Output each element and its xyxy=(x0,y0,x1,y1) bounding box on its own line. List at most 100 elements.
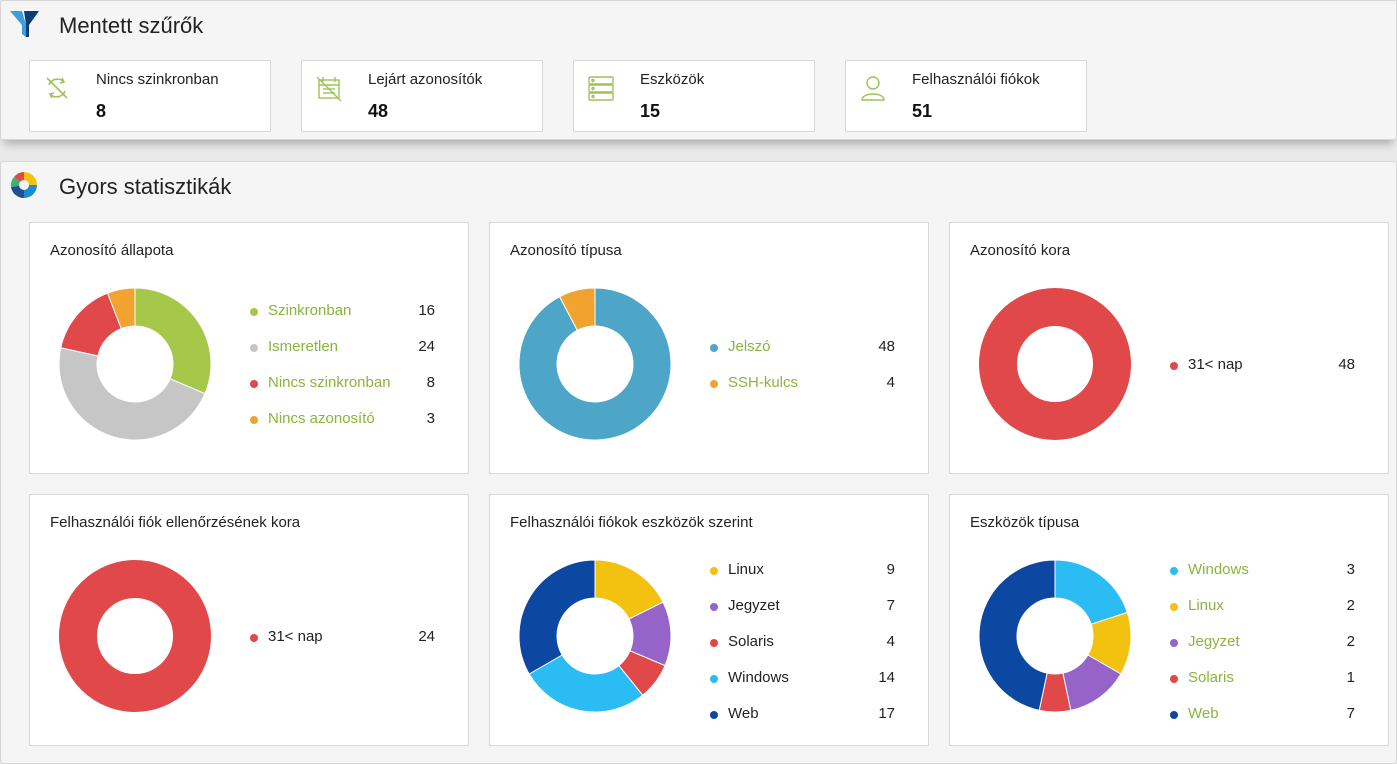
legend-value: 3 xyxy=(426,410,435,427)
donut-slice-windows[interactable] xyxy=(1054,559,1128,625)
donut-chart xyxy=(518,559,672,713)
donut-slice-web[interactable] xyxy=(978,559,1056,711)
donut-slice-jelszo[interactable] xyxy=(518,287,672,441)
user-icon xyxy=(861,76,885,101)
legend-dot xyxy=(250,380,258,388)
filter-count: 48 xyxy=(368,101,389,121)
legend-item-nincs-azonosito[interactable]: Nincs azonosító 3 xyxy=(250,410,450,446)
legend-item-solaris[interactable]: Solaris 1 xyxy=(1170,669,1370,705)
legend-label[interactable]: Nincs szinkronban xyxy=(268,374,391,391)
legend-label[interactable]: Jelszó xyxy=(728,338,771,355)
legend-dot xyxy=(710,675,718,683)
legend-item-nincs-szinkronban[interactable]: Nincs szinkronban 8 xyxy=(250,374,450,410)
legend-item-jelszo[interactable]: Jelszó 48 xyxy=(710,338,910,374)
legend-dot xyxy=(710,639,718,647)
filter-icon xyxy=(10,11,39,37)
legend-label[interactable]: Linux xyxy=(1188,597,1224,614)
legend-dot xyxy=(1170,675,1178,683)
legend-item-jegyzet[interactable]: Jegyzet 2 xyxy=(1170,633,1370,669)
filter-count: 15 xyxy=(640,101,661,121)
donut-slice-ismeretlen[interactable] xyxy=(58,347,206,441)
donut-slice-windows[interactable] xyxy=(528,654,644,713)
legend-dot xyxy=(710,711,718,719)
legend-value: 1 xyxy=(1346,669,1355,686)
legend-value: 3 xyxy=(1346,561,1355,578)
pie-chart-icon xyxy=(10,172,37,199)
donut-slice-szinkronban[interactable] xyxy=(134,287,212,395)
filter-card-out-of-sync[interactable]: Nincs szinkronban 8 xyxy=(29,60,271,132)
legend-item-web: Web 17 xyxy=(710,705,910,741)
donut-chart xyxy=(978,559,1132,713)
saved-filters-title: Mentett szűrők xyxy=(59,13,204,38)
legend-value: 4 xyxy=(886,374,895,391)
legend-value: 7 xyxy=(886,597,895,614)
donut-slice-ssh-kulcs[interactable] xyxy=(559,287,596,332)
legend-dot xyxy=(1170,639,1178,647)
legend-item-31-nap: 31< nap 48 xyxy=(1170,356,1370,392)
saved-filters-panel: Mentett szűrők Nincs szinkronban 8 Lejár… xyxy=(0,0,1397,140)
legend-item-web[interactable]: Web 7 xyxy=(1170,705,1370,741)
donut-slice-31-nap[interactable] xyxy=(979,288,1131,440)
filter-label: Eszközök xyxy=(640,71,705,88)
chart-card-account-check-age: Felhasználói fiók ellenőrzésének kora 31… xyxy=(29,494,469,746)
donut-slice-nincs-azonosito[interactable] xyxy=(106,287,136,330)
legend-label[interactable]: Web xyxy=(1188,705,1219,722)
legend-item-ismeretlen[interactable]: Ismeretlen 24 xyxy=(250,338,450,374)
legend-dot xyxy=(1170,567,1178,575)
filter-card-devices[interactable]: Eszközök 15 xyxy=(573,60,815,132)
quick-stats-title: Gyors statisztikák xyxy=(59,174,232,199)
server-icon xyxy=(588,76,614,101)
legend-item-szinkronban[interactable]: Szinkronban 16 xyxy=(250,302,450,338)
legend-item-linux: Linux 9 xyxy=(710,561,910,597)
chart-title: Eszközök típusa xyxy=(970,514,1080,531)
legend-value: 8 xyxy=(426,374,435,391)
legend-label[interactable]: Ismeretlen xyxy=(268,338,339,355)
chart-card-credential-status: Azonosító állapota Szinkronban 16 Ismeretl… xyxy=(29,222,469,474)
legend-dot xyxy=(1170,603,1178,611)
legend-label[interactable]: Windows xyxy=(1188,561,1249,578)
donut-chart xyxy=(979,288,1131,440)
expired-calendar-icon xyxy=(316,76,342,102)
chart-title: Felhasználói fiók ellenőrzésének kora xyxy=(50,514,301,531)
donut-chart xyxy=(59,560,211,712)
legend-label[interactable]: Nincs azonosító xyxy=(268,410,375,427)
filter-card-user-accounts[interactable]: Felhasználói fiókok 51 xyxy=(845,60,1087,132)
legend-label[interactable]: Solaris xyxy=(1188,669,1234,686)
legend-dot xyxy=(250,416,258,424)
chart-legend: Linux 9 Jegyzet 7 Solaris 4 Windows 14 Web 17 xyxy=(710,561,910,741)
legend-value: 2 xyxy=(1346,597,1355,614)
legend-dot xyxy=(710,380,718,388)
legend-item-solaris: Solaris 4 xyxy=(710,633,910,669)
legend-label[interactable]: Jegyzet xyxy=(1188,633,1240,650)
legend-label: Solaris xyxy=(728,633,774,650)
donut-slice-web[interactable] xyxy=(518,559,596,675)
filter-count: 8 xyxy=(96,101,107,121)
legend-value: 48 xyxy=(1338,356,1355,373)
legend-dot xyxy=(710,603,718,611)
donut-chart xyxy=(518,287,672,441)
legend-value: 17 xyxy=(878,705,895,722)
legend-item-windows: Windows 14 xyxy=(710,669,910,705)
legend-dot xyxy=(250,308,258,316)
legend-label[interactable]: Szinkronban xyxy=(268,302,352,319)
legend-item-ssh-kulcs[interactable]: SSH-kulcs 4 xyxy=(710,374,910,410)
legend-value: 24 xyxy=(418,338,435,355)
legend-value: 14 xyxy=(878,669,895,686)
legend-label: Linux xyxy=(728,561,764,578)
filter-card-expired-credentials[interactable]: Lejárt azonosítók 48 xyxy=(301,60,543,132)
donut-slice-31-nap[interactable] xyxy=(59,560,211,712)
legend-item-jegyzet: Jegyzet 7 xyxy=(710,597,910,633)
legend-label: Jegyzet xyxy=(728,597,780,614)
legend-dot xyxy=(710,567,718,575)
legend-value: 48 xyxy=(878,338,895,355)
chart-card-device-types: Eszközök típusa Windows 3 Linux 2 Jegyzet 2 So… xyxy=(949,494,1389,746)
chart-title: Felhasználói fiókok eszközök szerint xyxy=(510,514,753,531)
legend-item-linux[interactable]: Linux 2 xyxy=(1170,597,1370,633)
legend-value: 7 xyxy=(1346,705,1355,722)
chart-card-credential-age: Azonosító kora 31< nap 48 xyxy=(949,222,1389,474)
legend-label: 31< nap xyxy=(1188,356,1243,373)
legend-dot xyxy=(250,634,258,642)
legend-value: 4 xyxy=(886,633,895,650)
legend-label[interactable]: SSH-kulcs xyxy=(728,374,799,391)
legend-item-windows[interactable]: Windows 3 xyxy=(1170,561,1370,597)
